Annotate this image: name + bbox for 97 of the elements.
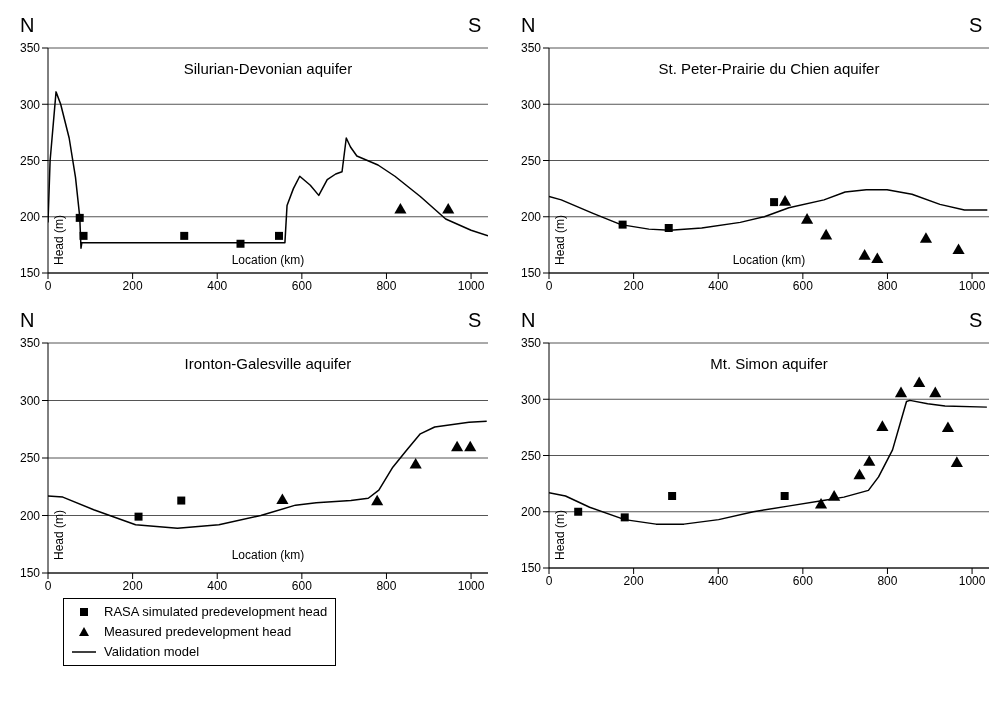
point bbox=[894, 386, 908, 398]
x-tick-label: 1000 bbox=[457, 278, 485, 293]
y-tick-label: 300 bbox=[520, 392, 542, 407]
x-tick-label: 0 bbox=[545, 573, 553, 588]
x-tick-label: 800 bbox=[877, 278, 898, 293]
point bbox=[134, 512, 143, 521]
y-tick-label: 300 bbox=[19, 97, 41, 112]
point bbox=[941, 421, 955, 433]
x-tick-label: 0 bbox=[44, 578, 52, 593]
x-tick-label: 600 bbox=[792, 278, 814, 293]
text: N bbox=[20, 14, 35, 37]
x-tick-label: 400 bbox=[207, 278, 228, 293]
y-tick-label: 250 bbox=[19, 153, 41, 168]
text: S bbox=[969, 14, 983, 37]
text: S bbox=[969, 309, 983, 332]
point bbox=[828, 490, 841, 501]
point bbox=[950, 456, 963, 467]
point bbox=[780, 492, 789, 500]
text: S bbox=[468, 309, 482, 332]
point bbox=[464, 440, 477, 452]
text: St. Peter-Prairie du Chien aquifer bbox=[657, 60, 881, 77]
x-tick-label: 400 bbox=[207, 578, 228, 593]
y-tick-label: 350 bbox=[520, 41, 542, 56]
x-tick-label: 600 bbox=[291, 278, 313, 293]
point bbox=[276, 493, 289, 505]
x-tick-label: 1000 bbox=[958, 573, 986, 588]
x-tick-label: 200 bbox=[623, 573, 644, 588]
y-axis-title: Head (m) bbox=[553, 509, 567, 560]
y-tick-label: 150 bbox=[520, 266, 542, 281]
x-tick-label: 0 bbox=[545, 278, 553, 293]
x-tick-label: 600 bbox=[291, 578, 313, 593]
y-tick-label: 150 bbox=[520, 561, 542, 576]
y-tick-label: 300 bbox=[520, 97, 542, 112]
text: Silurian-Devonian aquifer bbox=[182, 60, 354, 77]
y-tick-label: 250 bbox=[520, 153, 542, 168]
point bbox=[668, 492, 677, 500]
point bbox=[779, 195, 792, 206]
x-tick-label: 800 bbox=[877, 573, 898, 588]
point bbox=[770, 198, 779, 207]
y-tick-label: 350 bbox=[19, 41, 41, 56]
point bbox=[177, 496, 186, 505]
text: S bbox=[468, 14, 482, 37]
point bbox=[913, 376, 926, 388]
y-tick-label: 350 bbox=[19, 336, 41, 351]
y-axis-title: Head (m) bbox=[52, 214, 66, 265]
point bbox=[664, 224, 673, 232]
y-tick-label: 250 bbox=[520, 448, 542, 463]
x-tick-label: 400 bbox=[708, 278, 729, 293]
point bbox=[876, 420, 889, 431]
x-tick-label: 200 bbox=[623, 278, 644, 293]
point bbox=[863, 455, 876, 466]
point bbox=[952, 243, 965, 255]
point bbox=[853, 468, 866, 480]
x-tick-label: 800 bbox=[376, 278, 397, 293]
point bbox=[820, 228, 833, 240]
point bbox=[814, 497, 828, 509]
x-tick-label: 200 bbox=[122, 578, 143, 593]
point bbox=[620, 513, 629, 522]
text: Ironton-Galesville aquifer bbox=[183, 355, 353, 372]
y-tick-label: 200 bbox=[19, 210, 41, 225]
y-tick-label: 150 bbox=[19, 566, 41, 581]
x-axis-title: Location (km) bbox=[732, 253, 806, 267]
x-axis-title: Location (km) bbox=[231, 548, 305, 562]
y-axis-title: Head (m) bbox=[52, 509, 66, 560]
x-tick-label: 1000 bbox=[958, 278, 986, 293]
y-tick-label: 300 bbox=[19, 393, 41, 408]
point bbox=[929, 386, 942, 398]
x-tick-label: 400 bbox=[708, 573, 729, 588]
text: N bbox=[521, 14, 536, 37]
y-tick-label: 200 bbox=[520, 210, 542, 225]
x-tick-label: 200 bbox=[122, 278, 143, 293]
point bbox=[801, 213, 814, 224]
y-axis-title: Head (m) bbox=[553, 214, 567, 265]
point bbox=[409, 457, 422, 469]
point bbox=[574, 507, 583, 516]
text: N bbox=[521, 309, 536, 332]
x-tick-label: 0 bbox=[44, 278, 52, 293]
y-tick-label: 200 bbox=[19, 508, 41, 523]
point bbox=[858, 249, 871, 260]
x-tick-label: 800 bbox=[376, 578, 397, 593]
point bbox=[919, 232, 933, 243]
x-axis-title: Location (km) bbox=[231, 253, 305, 267]
x-tick-label: 600 bbox=[792, 573, 814, 588]
legend-label: Measured predevelopment head bbox=[104, 623, 292, 641]
legend-label: Validation model bbox=[104, 643, 200, 661]
point bbox=[371, 494, 384, 506]
y-tick-label: 350 bbox=[520, 336, 542, 351]
y-tick-label: 200 bbox=[520, 505, 542, 520]
point bbox=[451, 440, 464, 452]
point bbox=[871, 252, 884, 264]
x-tick-label: 1000 bbox=[457, 578, 485, 593]
legend-label: RASA simulated predevelopment head bbox=[104, 603, 328, 621]
y-tick-label: 150 bbox=[19, 266, 41, 281]
text: Mt. Simon aquifer bbox=[709, 355, 829, 372]
point bbox=[618, 220, 627, 229]
y-tick-label: 250 bbox=[19, 451, 41, 466]
text: N bbox=[20, 309, 35, 332]
